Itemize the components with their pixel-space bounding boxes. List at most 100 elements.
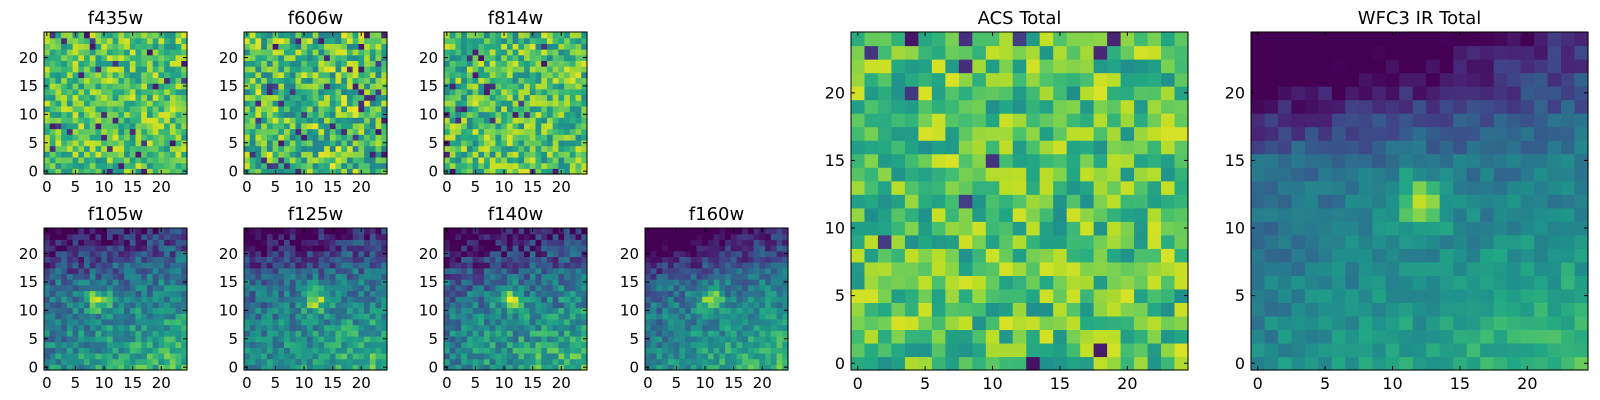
heatmap-cell (719, 296, 726, 303)
heatmap-cell (972, 302, 987, 317)
heatmap-cell (679, 250, 686, 257)
heatmap-cell (478, 77, 485, 84)
heatmap-cell (369, 117, 377, 124)
y-tick-label: 20 (219, 49, 238, 67)
heatmap-cell (707, 313, 715, 320)
heatmap-cell (284, 128, 291, 135)
heatmap-cell (346, 134, 354, 141)
heatmap-cell (449, 228, 457, 235)
heatmap-cell (461, 307, 468, 314)
heatmap-cell (552, 117, 559, 124)
heatmap-cell (124, 54, 131, 61)
heatmap-cell (529, 111, 537, 118)
heatmap-cell (55, 273, 62, 280)
heatmap-cell (358, 60, 365, 67)
heatmap-cell (44, 290, 51, 297)
heatmap-cell (1053, 167, 1068, 182)
heatmap-cell (141, 100, 148, 107)
heatmap-cell (656, 233, 663, 240)
heatmap-cell (461, 352, 468, 360)
heatmap-cell (369, 358, 377, 365)
heatmap-cell (495, 301, 502, 309)
heatmap-cell (535, 122, 542, 130)
heatmap-cell (449, 239, 457, 246)
heatmap-cell (518, 301, 525, 309)
heatmap-cell (89, 71, 97, 79)
heatmap-cell (84, 233, 91, 240)
heatmap-cell (719, 267, 726, 275)
heatmap-cell (546, 100, 554, 107)
heatmap-cell (667, 324, 675, 331)
heatmap-cell (782, 330, 789, 337)
heatmap-cell (524, 139, 531, 147)
heatmap-cell (272, 307, 279, 314)
heatmap-cell (55, 49, 62, 56)
heatmap-cell (541, 145, 548, 152)
heatmap-cell (318, 54, 325, 61)
heatmap-cell (945, 248, 960, 263)
heatmap-cell (118, 145, 125, 152)
heatmap-cell (72, 301, 79, 309)
heatmap-cell (341, 77, 348, 84)
heatmap-cell (381, 358, 388, 365)
heatmap-cell (455, 83, 462, 90)
heatmap-cell (164, 105, 171, 113)
heatmap-cell (495, 151, 502, 158)
heatmap-cell (1107, 288, 1122, 303)
heatmap-cell (175, 71, 182, 79)
heatmap-cell (466, 324, 474, 331)
x-tick-label: 5 (672, 374, 682, 392)
heatmap-cell (770, 284, 778, 292)
heatmap-cell (782, 313, 789, 320)
heatmap-cell (730, 267, 738, 275)
heatmap-cell (181, 313, 188, 320)
heatmap-cell (278, 250, 285, 257)
heatmap-cell (512, 262, 519, 269)
heatmap-cell (181, 284, 188, 292)
heatmap-cell (702, 358, 709, 365)
heatmap-cell (78, 128, 85, 135)
heatmap-cell (312, 43, 319, 50)
heatmap-cell (381, 66, 388, 73)
heatmap-cell (461, 301, 468, 309)
heatmap-cell (112, 43, 119, 50)
heatmap-cell (512, 49, 519, 56)
heatmap-cell (101, 347, 108, 354)
heatmap-cell (546, 156, 554, 164)
heatmap-cell (55, 32, 62, 39)
heatmap-cell (249, 77, 257, 84)
heatmap-cell (301, 60, 308, 67)
heatmap-cell (461, 168, 468, 175)
heatmap-cell (295, 239, 302, 246)
heatmap-cell (581, 256, 588, 263)
heatmap-cell (284, 66, 291, 73)
heatmap-cell (141, 318, 148, 326)
heatmap-cell (656, 341, 663, 348)
heatmap-cell (524, 313, 531, 320)
heatmap-cell (690, 330, 698, 337)
heatmap-cell (244, 341, 251, 348)
heatmap-cell (341, 71, 348, 79)
heatmap-cell (478, 256, 485, 263)
heatmap-cell (546, 128, 554, 135)
heatmap-cell (106, 94, 114, 101)
heatmap-cell (266, 358, 274, 365)
heatmap-cell (575, 54, 582, 61)
heatmap-cell (1039, 167, 1054, 182)
heatmap-cell (289, 60, 297, 67)
heatmap-cell (158, 284, 165, 292)
heatmap-cell (455, 54, 462, 61)
heatmap-cell (581, 122, 588, 130)
heatmap-cell (455, 228, 462, 235)
heatmap-cell (558, 341, 565, 348)
heatmap-cell (501, 341, 508, 348)
y-tick-label: 10 (620, 302, 639, 320)
heatmap-cell (266, 111, 274, 118)
heatmap-cell (164, 301, 171, 309)
heatmap-cell (364, 301, 371, 309)
heatmap-cell (489, 273, 497, 280)
heatmap-cell (575, 267, 582, 275)
heatmap-cell (535, 256, 542, 263)
heatmap-cell (472, 151, 479, 158)
heatmap-cell (318, 279, 325, 286)
